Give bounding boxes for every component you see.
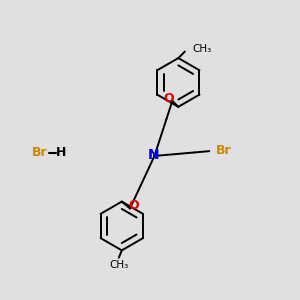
Text: CH₃: CH₃ xyxy=(109,260,128,270)
Text: Br: Br xyxy=(32,146,48,160)
Text: CH₃: CH₃ xyxy=(192,44,212,54)
Text: N: N xyxy=(148,148,159,162)
Text: O: O xyxy=(163,92,174,105)
Text: O: O xyxy=(128,199,139,212)
Text: Br: Br xyxy=(216,144,232,157)
Text: H: H xyxy=(56,146,67,160)
